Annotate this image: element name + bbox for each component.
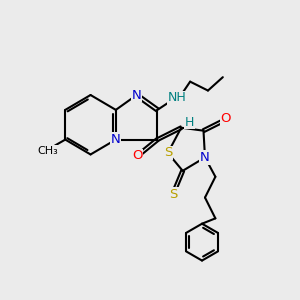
Text: NH: NH: [167, 92, 186, 104]
Text: S: S: [164, 146, 172, 160]
Text: S: S: [169, 188, 178, 201]
Text: O: O: [132, 149, 143, 162]
Text: N: N: [200, 151, 210, 164]
Text: CH₃: CH₃: [38, 146, 58, 156]
Text: O: O: [220, 112, 231, 125]
Text: H: H: [185, 116, 194, 129]
Text: N: N: [111, 133, 121, 146]
Text: N: N: [132, 88, 142, 101]
